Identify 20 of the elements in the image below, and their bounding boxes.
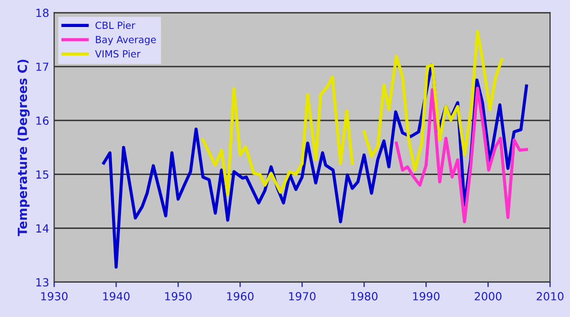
y-tick-label: 16 — [36, 116, 49, 125]
x-tick-label: 1980 — [351, 292, 378, 300]
legend-label: VIMS Pier — [95, 50, 140, 58]
line-series — [394, 86, 528, 224]
x-tick-label: 1940 — [103, 292, 130, 300]
x-tick-label: 1930 — [41, 292, 68, 300]
x-tick-label: 1950 — [165, 292, 192, 300]
legend-label: CBL Pier — [96, 21, 136, 29]
legend-label: Bay Average — [96, 36, 156, 46]
y-axis-title: Temperature (Degrees C) — [17, 60, 30, 236]
x-tick-label: 1990 — [413, 292, 440, 300]
y-tick-label: 14 — [36, 224, 49, 232]
x-tick-label: 1960 — [227, 292, 254, 300]
x-tick-label: 1970 — [289, 292, 316, 300]
y-tick-label: 13 — [36, 278, 48, 287]
x-tick-label: 2000 — [474, 292, 502, 300]
y-tick-label: 17 — [36, 62, 48, 71]
y-tick-label: 18 — [36, 8, 49, 18]
x-tick-label: 2010 — [536, 292, 564, 300]
y-tick-label: 15 — [36, 170, 48, 179]
